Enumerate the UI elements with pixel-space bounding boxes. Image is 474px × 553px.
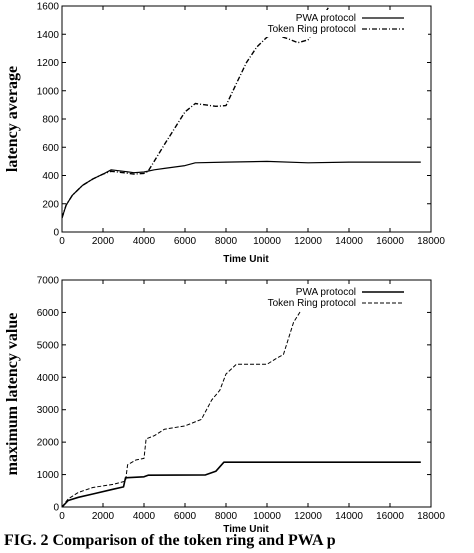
legend-label-token-ring: Token Ring protocol — [268, 298, 356, 309]
y-tick-label: 0 — [53, 503, 59, 514]
y-tick-label: 400 — [42, 171, 59, 182]
x-axis-ticks: 0 2000 4000 6000 8000 10000 12000 14000 16000 180… — [59, 6, 445, 247]
y-axis-ticks: 0 200 400 600 800 1000 1200 1400 1600 — [37, 2, 431, 239]
legend-label-pwa: PWA protocol — [296, 13, 356, 24]
series-lines — [62, 294, 421, 507]
legend-background — [240, 284, 428, 311]
x-axis-label: Time Unit — [223, 254, 269, 265]
y-tick-label: 4000 — [37, 373, 60, 384]
series-line-token-ring — [62, 294, 319, 507]
y-tick-label: 5000 — [37, 340, 60, 351]
y-axis-ticks: 0 1000 2000 3000 4000 5000 6000 7000 — [37, 276, 431, 514]
chart-figure: 0 2000 4000 6000 8000 10000 12000 14000 16000 180… — [4, 2, 445, 533]
legend: PWA protocol Token Ring protocol — [240, 10, 428, 37]
y-tick-label: 1600 — [37, 2, 60, 13]
plot-frame — [61, 279, 432, 508]
y-tick-label: 3000 — [37, 405, 60, 416]
series-line-pwa — [62, 461, 421, 507]
x-tick-label: 6000 — [174, 236, 197, 247]
x-tick-label: 6000 — [174, 511, 197, 522]
y-tick-label: 6000 — [37, 308, 60, 319]
x-tick-label: 2000 — [92, 236, 115, 247]
x-tick-label: 4000 — [133, 511, 156, 522]
y-tick-label: 1200 — [37, 58, 60, 69]
y-axis-label: latency average — [4, 66, 21, 172]
maximum-latency-chart: 0 2000 4000 6000 8000 10000 12000 14000 16000 180… — [4, 276, 445, 533]
x-tick-label: 4000 — [133, 236, 156, 247]
x-tick-label: 14000 — [335, 511, 363, 522]
legend-label-pwa: PWA protocol — [296, 287, 356, 298]
x-axis-label: Time Unit — [223, 524, 269, 532]
legend: PWA protocol Token Ring protocol — [240, 284, 428, 311]
x-tick-label: 14000 — [335, 236, 363, 247]
x-tick-label: 8000 — [215, 511, 238, 522]
legend-label-token-ring: Token Ring protocol — [268, 24, 356, 35]
x-axis-ticks: 0 2000 4000 6000 8000 10000 12000 14000 16000 180… — [59, 280, 445, 522]
series-lines — [62, 6, 421, 219]
y-tick-label: 0 — [53, 228, 59, 239]
series-line-pwa — [62, 160, 421, 219]
series-line-token-ring — [62, 6, 331, 219]
y-tick-label: 800 — [42, 115, 59, 126]
y-tick-label: 2000 — [37, 438, 60, 449]
x-tick-label: 18000 — [417, 236, 445, 247]
y-tick-label: 1400 — [37, 30, 60, 41]
plot-frame — [61, 5, 432, 233]
x-tick-label: 0 — [59, 511, 65, 522]
y-axis-label: maximum latency value — [4, 313, 21, 476]
x-tick-label: 12000 — [294, 511, 322, 522]
x-tick-label: 16000 — [376, 511, 404, 522]
x-tick-label: 10000 — [253, 236, 281, 247]
y-tick-label: 600 — [42, 143, 59, 154]
x-tick-label: 8000 — [215, 236, 238, 247]
y-tick-label: 1000 — [37, 86, 60, 97]
y-tick-label: 7000 — [37, 276, 60, 287]
x-tick-label: 18000 — [417, 511, 445, 522]
x-tick-label: 2000 — [92, 511, 115, 522]
x-tick-label: 16000 — [376, 236, 404, 247]
latency-average-chart: 0 2000 4000 6000 8000 10000 12000 14000 16000 180… — [4, 2, 445, 266]
x-tick-label: 12000 — [294, 236, 322, 247]
y-tick-label: 1000 — [37, 470, 60, 481]
figure-caption: FIG. 2 Comparison of the token ring and … — [4, 532, 336, 549]
legend-background — [240, 10, 428, 37]
x-tick-label: 0 — [59, 236, 65, 247]
x-tick-label: 10000 — [253, 511, 281, 522]
y-tick-label: 200 — [42, 199, 59, 210]
